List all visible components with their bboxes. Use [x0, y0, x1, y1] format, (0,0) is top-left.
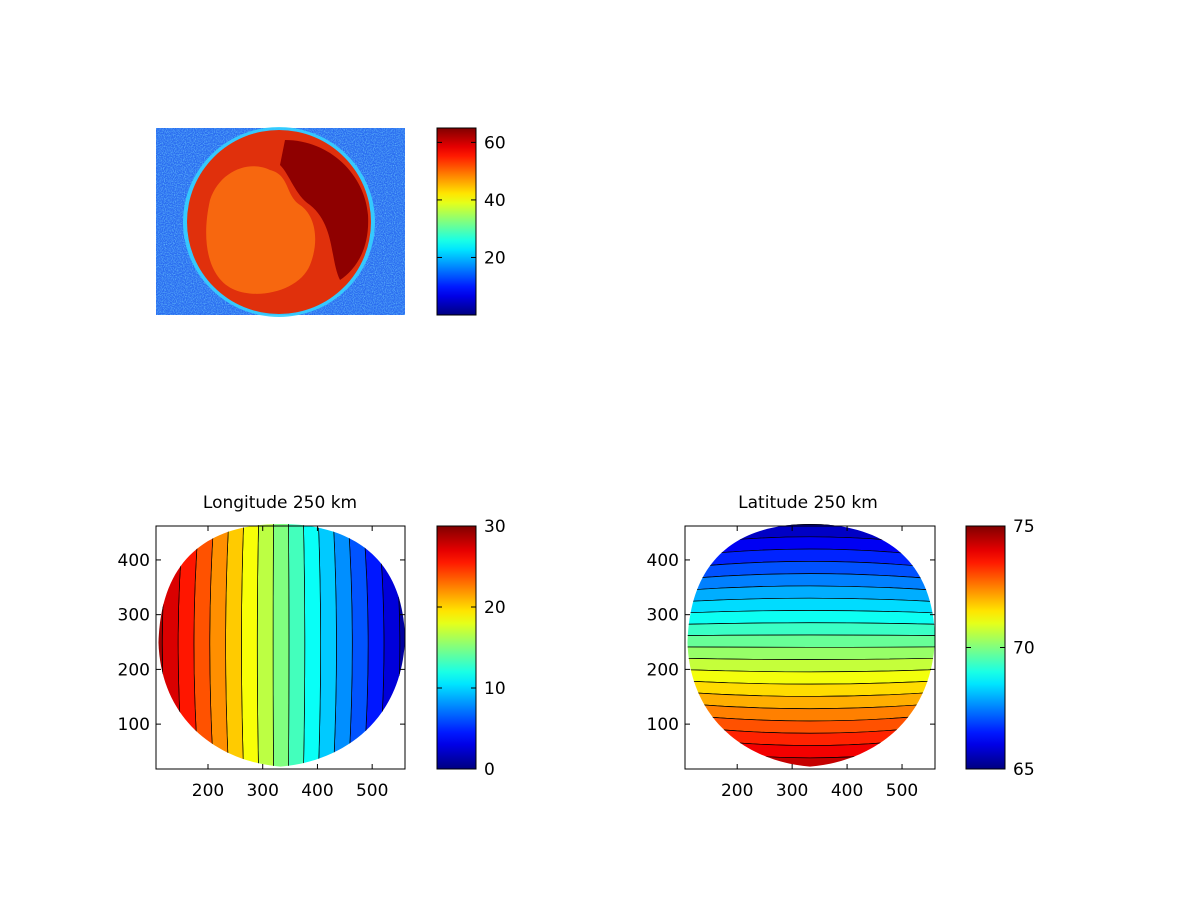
colorbar-longitude-tick-label: 30 — [484, 517, 506, 537]
longitude-band — [225, 524, 245, 767]
latitude-y-tick-label: 200 — [647, 660, 679, 680]
latitude-band — [687, 646, 935, 660]
colorbar-latitude-tick-label: 70 — [1013, 639, 1035, 659]
colorbar-latitude-tick-label: 75 — [1013, 517, 1035, 537]
latitude-title: Latitude 250 km — [738, 493, 878, 513]
colorbar-latitude-bar — [965, 525, 1006, 770]
latitude-x-tick-label: 400 — [831, 781, 863, 801]
longitude-x-tick-label: 300 — [246, 781, 278, 801]
longitude-x-tick-label: 200 — [192, 781, 224, 801]
longitude-band — [209, 524, 230, 767]
longitude-y-tick-label: 300 — [118, 606, 150, 626]
longitude-panel: 200 300 400 500 100 200 300 400 — [118, 524, 406, 801]
colorbar-image: 20 40 60 — [436, 127, 506, 316]
longitude-band — [241, 524, 259, 767]
longitude-title: Longitude 250 km — [203, 493, 357, 513]
longitude-band — [303, 524, 321, 767]
latitude-axes-box — [684, 525, 936, 770]
colorbar-longitude-tick-label: 20 — [484, 598, 506, 618]
latitude-y-tick-label: 100 — [647, 715, 679, 735]
colorbar-image-tick-label: 40 — [484, 191, 506, 211]
longitude-y-tick-label: 200 — [118, 660, 150, 680]
longitude-band — [288, 524, 306, 767]
latitude-panel: 200 300 400 500 100 200 300 400 — [647, 524, 936, 801]
longitude-band — [256, 524, 274, 767]
latitude-y-tick-label: 400 — [647, 551, 679, 571]
longitude-band — [272, 524, 290, 767]
latitude-band — [687, 634, 935, 648]
latitude-band — [687, 622, 935, 637]
longitude-x-tick-label: 500 — [356, 781, 388, 801]
latitude-band — [687, 657, 935, 673]
image-disk-dark-region — [280, 140, 369, 280]
latitude-x-tick-label: 300 — [776, 781, 808, 801]
colorbar-image-bar — [436, 127, 477, 316]
colorbar-image-tick-label: 60 — [484, 133, 506, 153]
latitude-x-tick-label: 500 — [886, 781, 918, 801]
longitude-x-tick-label: 400 — [301, 781, 333, 801]
colorbar-longitude-tick-label: 0 — [484, 760, 495, 780]
colorbar-latitude-tick-label: 65 — [1013, 760, 1035, 780]
latitude-band — [687, 669, 935, 685]
latitude-band — [687, 610, 935, 625]
colorbar-longitude-bar — [436, 525, 477, 770]
image-disk-bright-region — [206, 166, 316, 294]
latitude-contours — [687, 524, 935, 767]
longitude-contours — [158, 524, 405, 767]
latitude-y-tick-label: 300 — [647, 606, 679, 626]
longitude-y-tick-label: 100 — [118, 715, 150, 735]
image-panel — [156, 127, 405, 317]
colorbar-latitude: 65 70 75 — [965, 517, 1035, 780]
colorbar-longitude: 0 10 20 30 — [436, 517, 506, 780]
colorbar-longitude-tick-label: 10 — [484, 679, 506, 699]
longitude-axes-box — [155, 525, 406, 770]
colorbar-image-tick-label: 20 — [484, 248, 506, 268]
latitude-x-tick-label: 200 — [721, 781, 753, 801]
longitude-band — [317, 524, 337, 767]
longitude-y-tick-label: 400 — [118, 551, 150, 571]
